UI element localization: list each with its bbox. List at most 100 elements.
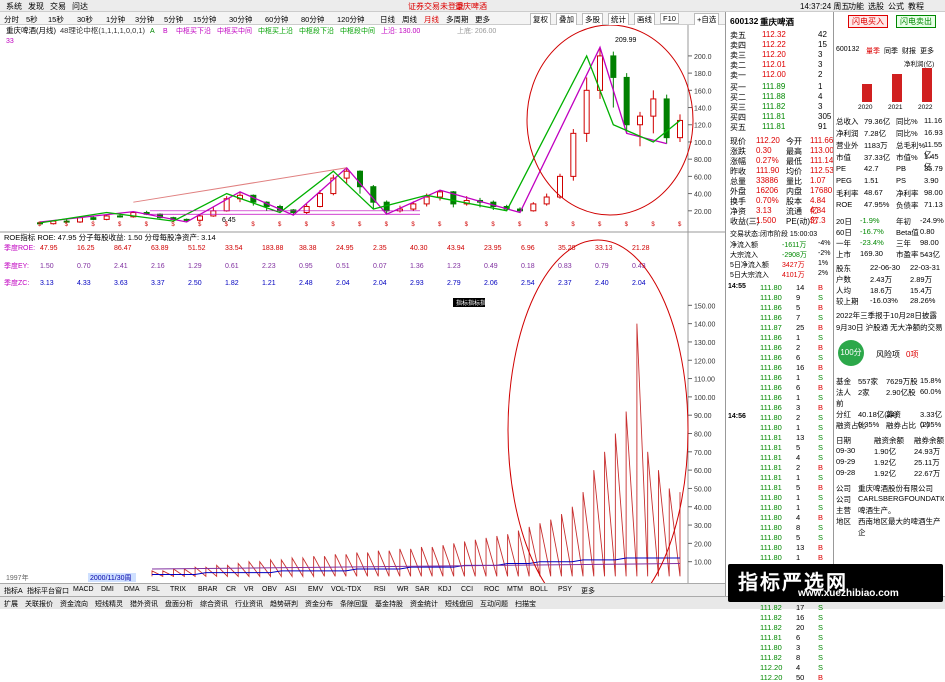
ask-price[interactable]: 112.00 xyxy=(762,70,786,79)
period-tab[interactable]: 更多 xyxy=(475,15,490,24)
period-tab[interactable]: 80分钟 xyxy=(301,15,325,24)
menu-item[interactable]: 交易 xyxy=(50,2,66,11)
menu-item[interactable]: 发现 xyxy=(28,2,44,11)
status-tab[interactable]: 资金分布 xyxy=(305,601,333,608)
status-tab[interactable]: 趋势研判 xyxy=(270,601,298,608)
indicator-tab[interactable]: WR xyxy=(397,586,409,593)
indicator-tab[interactable]: 指标平台 xyxy=(27,588,55,595)
status-tab[interactable]: 关联报价 xyxy=(25,601,53,608)
tick-volume: 1 xyxy=(796,373,801,382)
kline-chart[interactable]: 重庆啤酒(月线) 48理论中枢(1,1,1,1,0,0,1) A B 中枢买下沿 中枢买中… xyxy=(0,24,725,621)
fund-tab[interactable]: 同季 xyxy=(884,48,898,55)
period-tab[interactable]: 分时 xyxy=(4,15,19,24)
fund-label: PB xyxy=(896,164,907,173)
menu-item[interactable]: 系统 xyxy=(6,2,22,11)
bid-price[interactable]: 111.82 xyxy=(762,102,786,111)
indicator-tab[interactable]: OBV xyxy=(262,586,277,593)
period-tab[interactable]: 60分钟 xyxy=(265,15,289,24)
indicator-tab[interactable]: MTM xyxy=(507,586,523,593)
period-tab[interactable]: 周线 xyxy=(402,15,417,24)
menu-right-item[interactable]: 公式 xyxy=(888,2,904,11)
tick-price: 111.86 xyxy=(760,383,782,392)
ask-price[interactable]: 112.32 xyxy=(762,30,786,39)
indicator-tab[interactable]: CCI xyxy=(461,586,474,593)
fund-tab[interactable]: 量季 xyxy=(866,48,880,55)
period-tab[interactable]: 120分钟 xyxy=(337,15,365,24)
period-tab[interactable]: 多周期 xyxy=(446,15,469,24)
year-label: 1997年 xyxy=(6,573,29,582)
indicator-tab[interactable]: FSL xyxy=(147,586,160,593)
bid-price[interactable]: 111.81 xyxy=(762,112,786,121)
indicator-tab[interactable]: SAR xyxy=(415,586,430,593)
period-tab[interactable]: 15秒 xyxy=(48,15,64,24)
indicator-tab[interactable]: VOL-TDX xyxy=(331,586,362,593)
status-tab[interactable]: 扫描宝 xyxy=(515,601,536,608)
indicator-tab[interactable]: DMA xyxy=(124,586,140,593)
status-tab[interactable]: 条除回复 xyxy=(340,601,368,608)
indicator-tab[interactable]: 更多 xyxy=(581,588,595,595)
ask-price[interactable]: 112.01 xyxy=(762,60,786,69)
fund-holding-cell: 557家 xyxy=(858,377,879,386)
period-tab[interactable]: 月线 xyxy=(424,15,439,24)
status-tab[interactable]: 互动问题 xyxy=(480,601,508,608)
indicator-tab[interactable]: 窗口 xyxy=(55,588,69,595)
status-tab[interactable]: 短线盘回 xyxy=(445,601,473,608)
menu-right-item[interactable]: 功能 xyxy=(848,2,864,11)
period-tab[interactable]: 5分钟 xyxy=(164,15,184,24)
indicator-label: B xyxy=(163,28,168,35)
status-tab[interactable]: 资金统计 xyxy=(410,601,438,608)
period-tab[interactable]: 3分钟 xyxy=(135,15,155,24)
status-tab[interactable]: 综合资讯 xyxy=(200,601,228,608)
indicator-tab[interactable]: CR xyxy=(226,586,237,593)
ey-value: 0.95 xyxy=(299,263,313,270)
zc-value: 2.54 xyxy=(521,280,535,287)
indicator-tab[interactable]: ASI xyxy=(285,586,297,593)
period-tab[interactable]: 日线 xyxy=(380,15,395,24)
news-item[interactable]: 9月30日 沪股通 无大净额的交易 xyxy=(836,323,943,332)
toolbar-button[interactable]: 复权 xyxy=(530,13,551,26)
period-tab[interactable]: 15分钟 xyxy=(193,15,217,24)
period-tab[interactable]: 5秒 xyxy=(26,15,38,24)
status-tab[interactable]: 盘面分析 xyxy=(165,601,193,608)
indicator-tab[interactable]: RSI xyxy=(374,586,386,593)
indicator-tab[interactable]: BRAR xyxy=(198,586,218,593)
status-tab[interactable]: 行业资讯 xyxy=(235,601,263,608)
status-tab[interactable]: 基金持股 xyxy=(375,601,403,608)
indicator-tab[interactable]: MACD xyxy=(73,586,94,593)
ask-price[interactable]: 112.20 xyxy=(762,50,786,59)
indicator-tab[interactable]: DMI xyxy=(101,586,114,593)
indicator-tab[interactable]: ROC xyxy=(484,586,500,593)
indicator-tab[interactable]: KDJ xyxy=(438,586,452,593)
status-tab[interactable]: 短线精灵 xyxy=(95,601,123,608)
ask-price[interactable]: 112.22 xyxy=(762,40,786,49)
sell-button[interactable]: 闪电卖出 xyxy=(896,15,936,28)
buy-button[interactable]: 闪电买入 xyxy=(848,15,888,28)
bid-volume: 3 xyxy=(818,102,823,111)
period-tab[interactable]: 30分钟 xyxy=(229,15,253,24)
indicator-tab[interactable]: EMV xyxy=(308,586,324,593)
bid-price[interactable]: 111.89 xyxy=(762,82,786,91)
login-notice[interactable]: 证券交易未登录 xyxy=(408,2,464,11)
indicator-tab[interactable]: TRIX xyxy=(170,586,186,593)
tick-volume: 1 xyxy=(796,493,801,502)
menu-right-item[interactable]: 教程 xyxy=(908,2,924,11)
status-tab[interactable]: 扩展 xyxy=(4,601,18,608)
news-item[interactable]: 2022年三季报于10月28日披露 xyxy=(836,311,937,320)
indicator-tab[interactable]: VR xyxy=(244,586,254,593)
fund-tab[interactable]: 更多 xyxy=(920,48,934,55)
toolbar-button[interactable]: F10 xyxy=(660,13,679,24)
period-tab[interactable]: 1分钟 xyxy=(106,15,126,24)
indicator-tab[interactable]: 指标A xyxy=(4,588,23,595)
period-tab[interactable]: 30秒 xyxy=(77,15,93,24)
indicator-tab[interactable]: PSY xyxy=(558,586,573,593)
status-tab[interactable]: 资金流向 xyxy=(60,601,88,608)
menu-item[interactable]: 问达 xyxy=(72,2,88,11)
bid-price[interactable]: 111.88 xyxy=(762,92,786,101)
indicator-tab[interactable]: BOLL xyxy=(530,586,548,593)
menu-right-item[interactable]: 选股 xyxy=(868,2,884,11)
status-tab[interactable]: 猎外资讯 xyxy=(130,601,158,608)
watermark-url: www.xuezhibiao.com xyxy=(798,588,899,599)
stock-notice[interactable]: 重庆啤酒 xyxy=(455,2,487,11)
bid-price[interactable]: 111.81 xyxy=(762,122,786,131)
fund-tab[interactable]: 财报 xyxy=(902,48,916,55)
